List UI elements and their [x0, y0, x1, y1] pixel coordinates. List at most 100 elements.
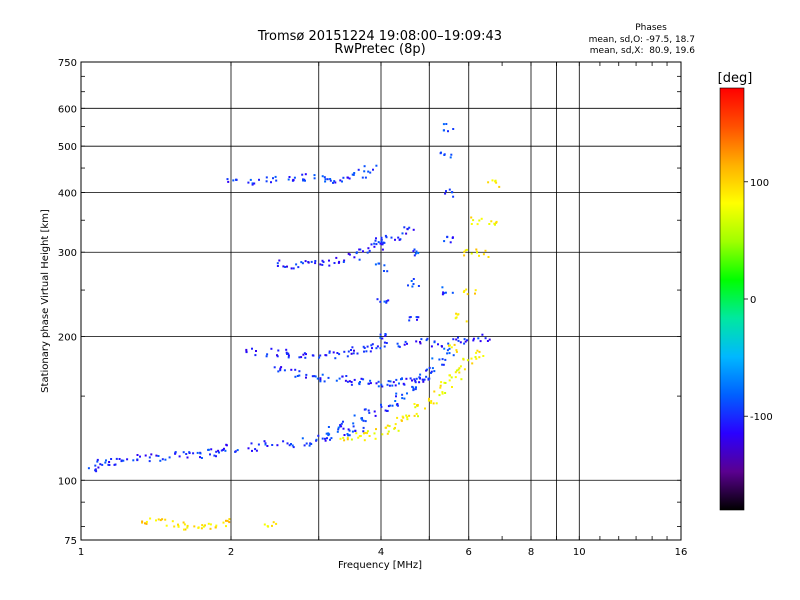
data-point — [118, 458, 121, 460]
colorbar-gradient — [719, 87, 745, 511]
data-point — [313, 174, 316, 177]
data-point — [448, 347, 451, 350]
data-point — [408, 319, 411, 322]
data-point — [462, 357, 465, 360]
data-point — [284, 266, 287, 268]
data-point — [484, 249, 487, 252]
data-point — [472, 337, 475, 340]
data-point — [381, 385, 384, 388]
data-point — [287, 356, 290, 359]
data-point — [409, 316, 412, 318]
data-point — [285, 348, 288, 351]
data-point — [227, 180, 230, 183]
data-point — [419, 373, 422, 376]
data-point — [357, 168, 360, 171]
data-point — [448, 344, 451, 347]
data-point — [290, 443, 292, 445]
data-point — [87, 467, 90, 470]
data-point — [400, 378, 403, 380]
data-point — [204, 524, 206, 527]
data-point — [184, 528, 187, 531]
data-point — [465, 288, 468, 291]
data-point — [439, 386, 442, 389]
data-point — [353, 349, 355, 352]
data-point — [96, 460, 99, 463]
data-point — [459, 341, 462, 344]
data-point — [424, 407, 426, 410]
data-point — [428, 397, 430, 400]
data-point — [185, 453, 188, 455]
data-point — [245, 348, 248, 351]
data-point — [174, 451, 177, 454]
data-point — [101, 463, 104, 466]
data-point — [381, 243, 384, 246]
data-point — [347, 350, 350, 353]
data-point — [375, 382, 378, 385]
data-point — [104, 461, 107, 464]
data-point — [383, 345, 386, 348]
data-point — [358, 382, 361, 385]
data-point — [482, 253, 485, 256]
colorbar-ticks: 100 0 -100 — [744, 178, 773, 423]
data-point — [347, 434, 350, 437]
data-point — [413, 378, 416, 381]
data-point — [381, 433, 384, 436]
data-point — [348, 380, 351, 383]
data-point — [159, 519, 162, 522]
data-point — [478, 219, 481, 222]
data-point — [113, 463, 116, 466]
data-point — [430, 370, 433, 373]
data-point — [327, 426, 330, 428]
data-point — [379, 336, 382, 339]
data-point — [362, 426, 365, 429]
data-point — [471, 362, 474, 365]
data-point — [319, 380, 322, 383]
data-point — [355, 432, 358, 435]
data-point — [294, 368, 297, 371]
data-point — [340, 425, 343, 428]
data-point — [476, 223, 479, 226]
data-point — [370, 344, 373, 347]
data-point — [362, 378, 365, 381]
data-point — [442, 291, 445, 294]
data-point — [321, 263, 324, 266]
data-point — [464, 340, 467, 343]
data-point — [374, 414, 377, 417]
data-point — [270, 181, 272, 184]
data-point — [255, 449, 258, 452]
data-point — [398, 382, 400, 385]
data-point — [328, 351, 331, 354]
data-point — [359, 248, 362, 251]
data-point — [430, 400, 433, 403]
data-point — [322, 261, 325, 263]
data-point — [474, 289, 477, 292]
data-point — [419, 341, 421, 343]
data-point — [155, 519, 157, 522]
data-point — [403, 343, 406, 346]
data-point — [380, 238, 383, 241]
data-point — [385, 236, 388, 239]
data-point — [377, 262, 380, 265]
data-point — [474, 292, 476, 295]
data-point — [329, 178, 332, 180]
data-point — [454, 371, 457, 374]
data-point — [470, 216, 473, 219]
data-point — [449, 241, 452, 244]
data-point — [388, 384, 391, 387]
data-point — [276, 265, 279, 267]
data-point — [346, 438, 349, 441]
data-point — [386, 383, 389, 386]
colorbar: [deg] 100 0 -100 — [718, 71, 773, 511]
data-point — [263, 440, 266, 443]
data-point — [353, 378, 356, 381]
data-point — [350, 383, 353, 386]
data-point — [405, 414, 408, 417]
data-point — [364, 176, 367, 179]
data-point — [257, 443, 260, 446]
data-point — [433, 370, 436, 373]
data-point — [339, 424, 342, 426]
data-point — [482, 355, 485, 357]
data-point — [348, 434, 351, 437]
data-point — [183, 528, 185, 531]
data-point — [353, 172, 356, 174]
